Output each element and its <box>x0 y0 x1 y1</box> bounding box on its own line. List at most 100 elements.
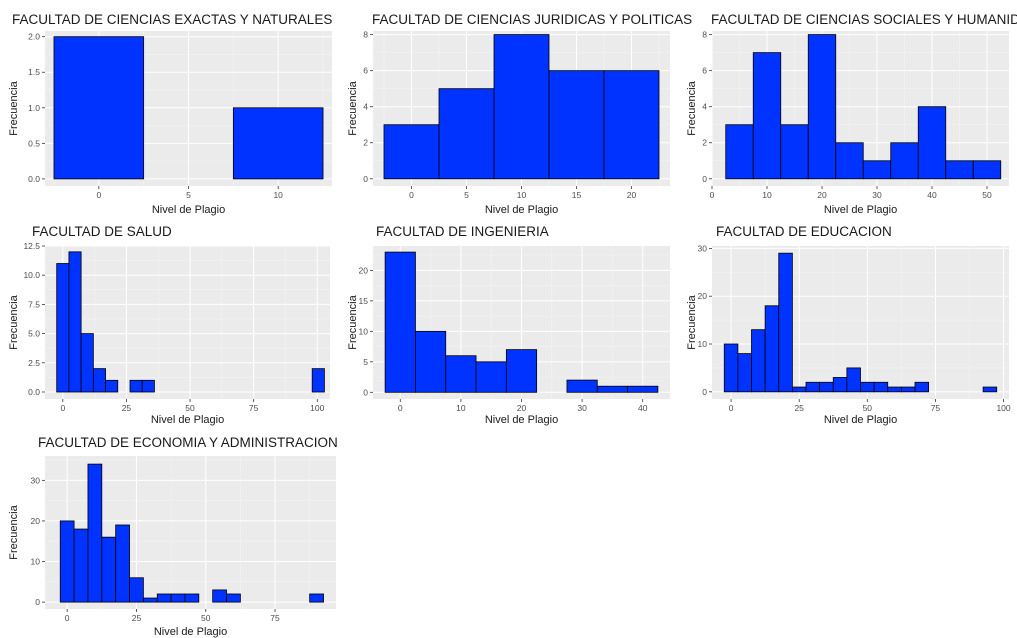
histogram-bar <box>890 142 919 180</box>
histogram-bar <box>860 381 875 393</box>
x-tick-label: 25 <box>132 613 142 623</box>
x-tick-label: 10 <box>456 403 466 413</box>
histogram-bar <box>945 160 974 180</box>
x-tick-label: 30 <box>577 403 587 413</box>
x-tick-label: 10 <box>762 190 772 200</box>
y-tick-label: 12.5 <box>23 241 40 251</box>
histogram-bar <box>737 353 752 393</box>
y-axis-title: Frecuencia <box>686 80 698 135</box>
x-tick-label: 100 <box>996 403 1010 413</box>
histogram-bar <box>101 536 117 603</box>
histogram-bar <box>778 252 793 393</box>
axis-ticks: 0 25 50 75 100 0.0 2.5 5.0 7.5 10.0 12.5 <box>23 241 324 413</box>
x-tick-label: 30 <box>872 190 882 200</box>
y-tick-label: 20 <box>698 291 708 301</box>
y-tick-label: 15 <box>359 296 369 306</box>
axis-ticks: 0 10 20 30 40 50 0 2 4 6 8 <box>702 30 992 200</box>
y-axis-title: Frecuencia <box>686 294 698 349</box>
histogram-bar <box>723 343 739 393</box>
histogram-bar <box>445 355 477 393</box>
y-tick-label: 0 <box>702 174 707 184</box>
histogram-bar <box>142 597 158 603</box>
histogram-bar <box>603 70 660 180</box>
y-tick-label: 10 <box>698 339 708 349</box>
histogram-bar <box>311 368 325 393</box>
y-tick-label: 8 <box>702 30 707 40</box>
x-tick-label: 20 <box>817 190 827 200</box>
y-tick-label: 2.0 <box>28 32 40 42</box>
histogram-bar <box>383 124 440 180</box>
histogram-bar <box>505 349 538 393</box>
x-tick-label: 0 <box>65 613 70 623</box>
histogram-bar <box>59 520 75 603</box>
y-tick-label: 10 <box>359 326 369 336</box>
histogram-bar <box>805 381 821 393</box>
histogram-bar <box>184 593 200 603</box>
x-tick-label: 75 <box>931 403 941 413</box>
histogram-panel-2: 0 5 10 15 20 0 2 4 6 8 Nivel de Plagio Frecuencia FA… <box>347 12 692 216</box>
y-tick-label: 1.5 <box>28 67 40 77</box>
axis-ticks: 0 10 20 30 40 0 5 10 15 20 <box>359 265 648 413</box>
y-tick-label: 30 <box>31 475 41 485</box>
y-tick-label: 6 <box>363 66 368 76</box>
x-tick-label: 5 <box>186 190 191 200</box>
x-axis-title: Nivel de Plagio <box>824 414 897 426</box>
y-tick-label: 20 <box>359 265 369 275</box>
histogram-bar <box>566 379 598 393</box>
histogram-bar <box>475 361 507 393</box>
x-tick-label: 0 <box>398 403 403 413</box>
y-tick-label: 4 <box>363 102 368 112</box>
x-axis-title: Nivel de Plagio <box>485 414 558 426</box>
y-tick-label: 0 <box>35 597 40 607</box>
y-axis-title: Frecuencia <box>8 294 20 349</box>
histogram-bar <box>129 577 144 603</box>
y-tick-label: 20 <box>31 516 41 526</box>
x-tick-label: 40 <box>927 190 937 200</box>
x-tick-label: 0 <box>409 190 414 200</box>
histogram-panel-1: 0 5 10 0.0 0.5 1.0 1.5 2.0 Nivel de Plagio Frecue… <box>8 12 332 216</box>
histogram-bar <box>309 593 324 603</box>
y-tick-label: 1.0 <box>28 103 40 113</box>
x-tick-label: 75 <box>249 403 259 413</box>
histogram-bar <box>68 251 82 393</box>
histogram-bar <box>156 593 172 603</box>
panel-title: FACULTAD DE CIENCIAS JURIDICAS Y POLITIC… <box>372 12 692 27</box>
histogram-bar <box>832 377 848 393</box>
y-tick-label: 0 <box>363 174 368 184</box>
x-tick-label: 0 <box>60 403 65 413</box>
x-tick-label: 0 <box>710 190 715 200</box>
x-tick-label: 5 <box>464 190 469 200</box>
x-tick-label: 25 <box>122 403 132 413</box>
histogram-bar <box>972 160 1002 180</box>
y-axis-title: Frecuencia <box>347 294 359 349</box>
x-tick-label: 20 <box>517 403 527 413</box>
histogram-bar <box>73 528 89 603</box>
histogram-bar <box>105 379 119 393</box>
histogram-bar <box>873 381 889 393</box>
histogram-bar <box>807 34 837 180</box>
histogram-bar <box>914 381 930 393</box>
x-tick-label: 50 <box>982 190 992 200</box>
histogram-panel-4: 0 25 50 75 100 0.0 2.5 5.0 7.5 10.0 12.5 Nivel de P… <box>8 224 330 426</box>
y-tick-label: 10.0 <box>23 270 40 280</box>
panel-title: FACULTAD DE SALUD <box>32 224 172 239</box>
axis-ticks: 0 5 10 15 20 0 2 4 6 8 <box>363 30 636 200</box>
x-axis-title: Nivel de Plagio <box>485 204 558 216</box>
x-tick-label: 50 <box>185 403 195 413</box>
y-tick-label: 8 <box>363 30 368 40</box>
histogram-panel-6: 0 25 50 75 100 0 10 20 30 Nivel de Plagio Frecuenc… <box>686 224 1011 426</box>
histogram-bar <box>887 386 902 393</box>
histogram-bar <box>80 333 94 393</box>
y-tick-label: 0.5 <box>28 138 40 148</box>
y-tick-label: 5.0 <box>28 329 40 339</box>
x-axis-title: Nivel de Plagio <box>151 414 224 426</box>
histogram-panel-3: 0 10 20 30 40 50 0 2 4 6 8 Nivel de Plagio Frecuenci… <box>686 12 1017 216</box>
panel-title: FACULTAD DE EDUCACION <box>716 224 892 239</box>
y-tick-label: 10 <box>31 557 41 567</box>
histogram-bar <box>791 386 807 393</box>
axis-ticks: 0 25 50 75 100 0 10 20 30 <box>698 243 1011 413</box>
y-tick-label: 30 <box>698 243 708 253</box>
histogram-bar <box>87 463 103 603</box>
